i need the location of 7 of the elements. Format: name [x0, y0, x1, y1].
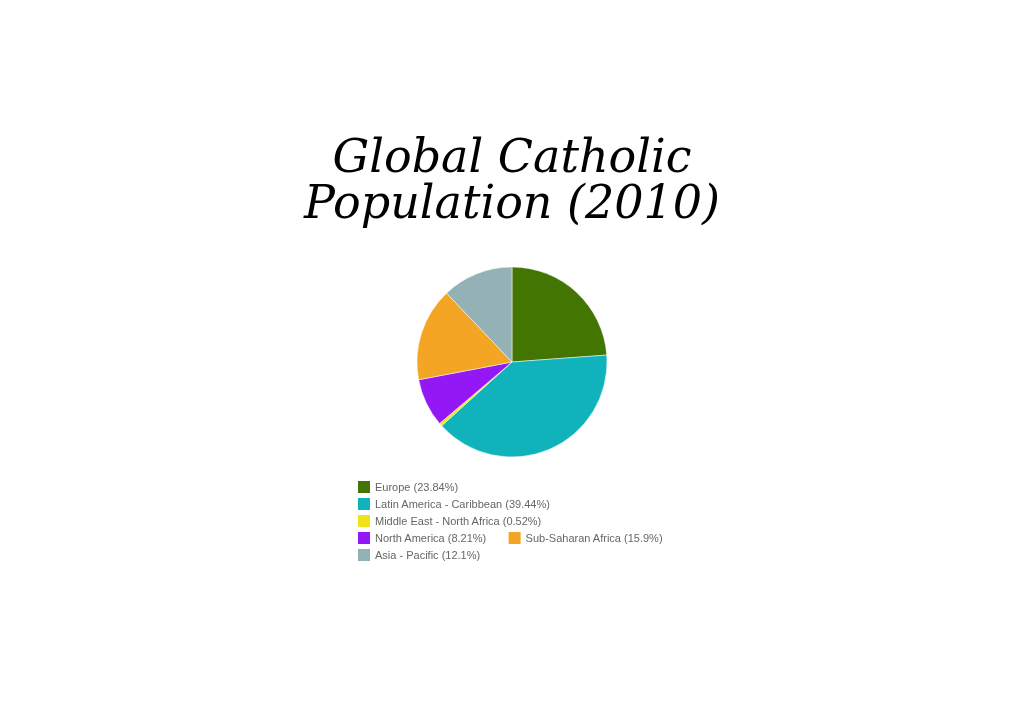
- legend-label: Middle East - North Africa (0.52%): [375, 515, 542, 527]
- legend-label: North America (8.21%): [375, 532, 487, 544]
- legend-label: Asia - Pacific (12.1%): [375, 549, 481, 561]
- legend-label: Sub-Saharan Africa (15.9%): [525, 532, 663, 544]
- legend-label: Latin America - Caribbean (39.44%): [375, 498, 550, 510]
- chart-title: Global Catholic Population (2010): [302, 129, 721, 229]
- legend-label: Europe (23.84%): [375, 481, 459, 493]
